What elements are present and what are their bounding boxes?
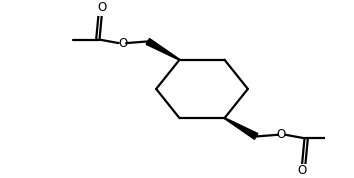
- Text: O: O: [276, 128, 286, 141]
- Polygon shape: [146, 39, 180, 60]
- Text: O: O: [118, 37, 127, 50]
- Text: O: O: [297, 164, 307, 177]
- Text: O: O: [97, 1, 107, 14]
- Polygon shape: [224, 118, 258, 139]
